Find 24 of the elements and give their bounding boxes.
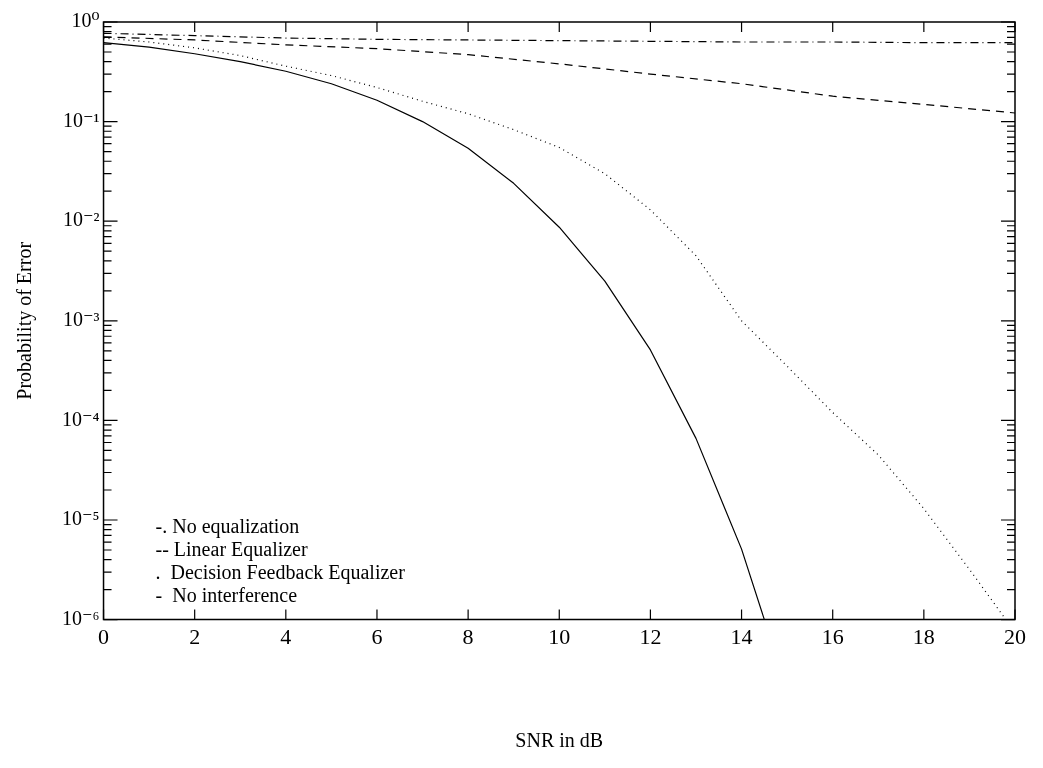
y-axis-title: Probability of Error xyxy=(13,241,37,400)
x-tick-label: 16 xyxy=(821,624,844,650)
x-tick-label: 12 xyxy=(639,624,662,650)
annotation: . Decision Feedback Equalizer xyxy=(155,560,406,584)
x-tick-label: 4 xyxy=(280,624,292,650)
y-tick-label: 10⁻⁴ xyxy=(62,407,100,430)
y-tick-label: 10⁻² xyxy=(62,208,100,231)
x-tick-label: 18 xyxy=(912,624,935,650)
x-tick-label: 10 xyxy=(548,624,571,650)
y-tick-label: 10⁻³ xyxy=(62,308,100,331)
y-tick-label: 10⁻¹ xyxy=(62,108,100,131)
x-tick-label: 0 xyxy=(98,624,110,650)
annotation: -- Linear Equalizer xyxy=(155,537,308,561)
x-tick-label: 14 xyxy=(730,624,753,650)
x-tick-label: 20 xyxy=(1004,624,1026,650)
x-tick-label: 8 xyxy=(462,624,474,650)
x-tick-label: 6 xyxy=(371,624,383,650)
annotation: -. No equalization xyxy=(155,514,300,538)
y-tick-label: 10⁻⁶ xyxy=(62,606,100,629)
y-tick-label: 10⁰ xyxy=(71,9,100,32)
y-tick-label: 10⁻⁵ xyxy=(62,507,100,530)
x-tick-label: 2 xyxy=(189,624,201,650)
x-axis-title: SNR in dB xyxy=(515,729,604,752)
annotation: - No interference xyxy=(155,583,298,606)
